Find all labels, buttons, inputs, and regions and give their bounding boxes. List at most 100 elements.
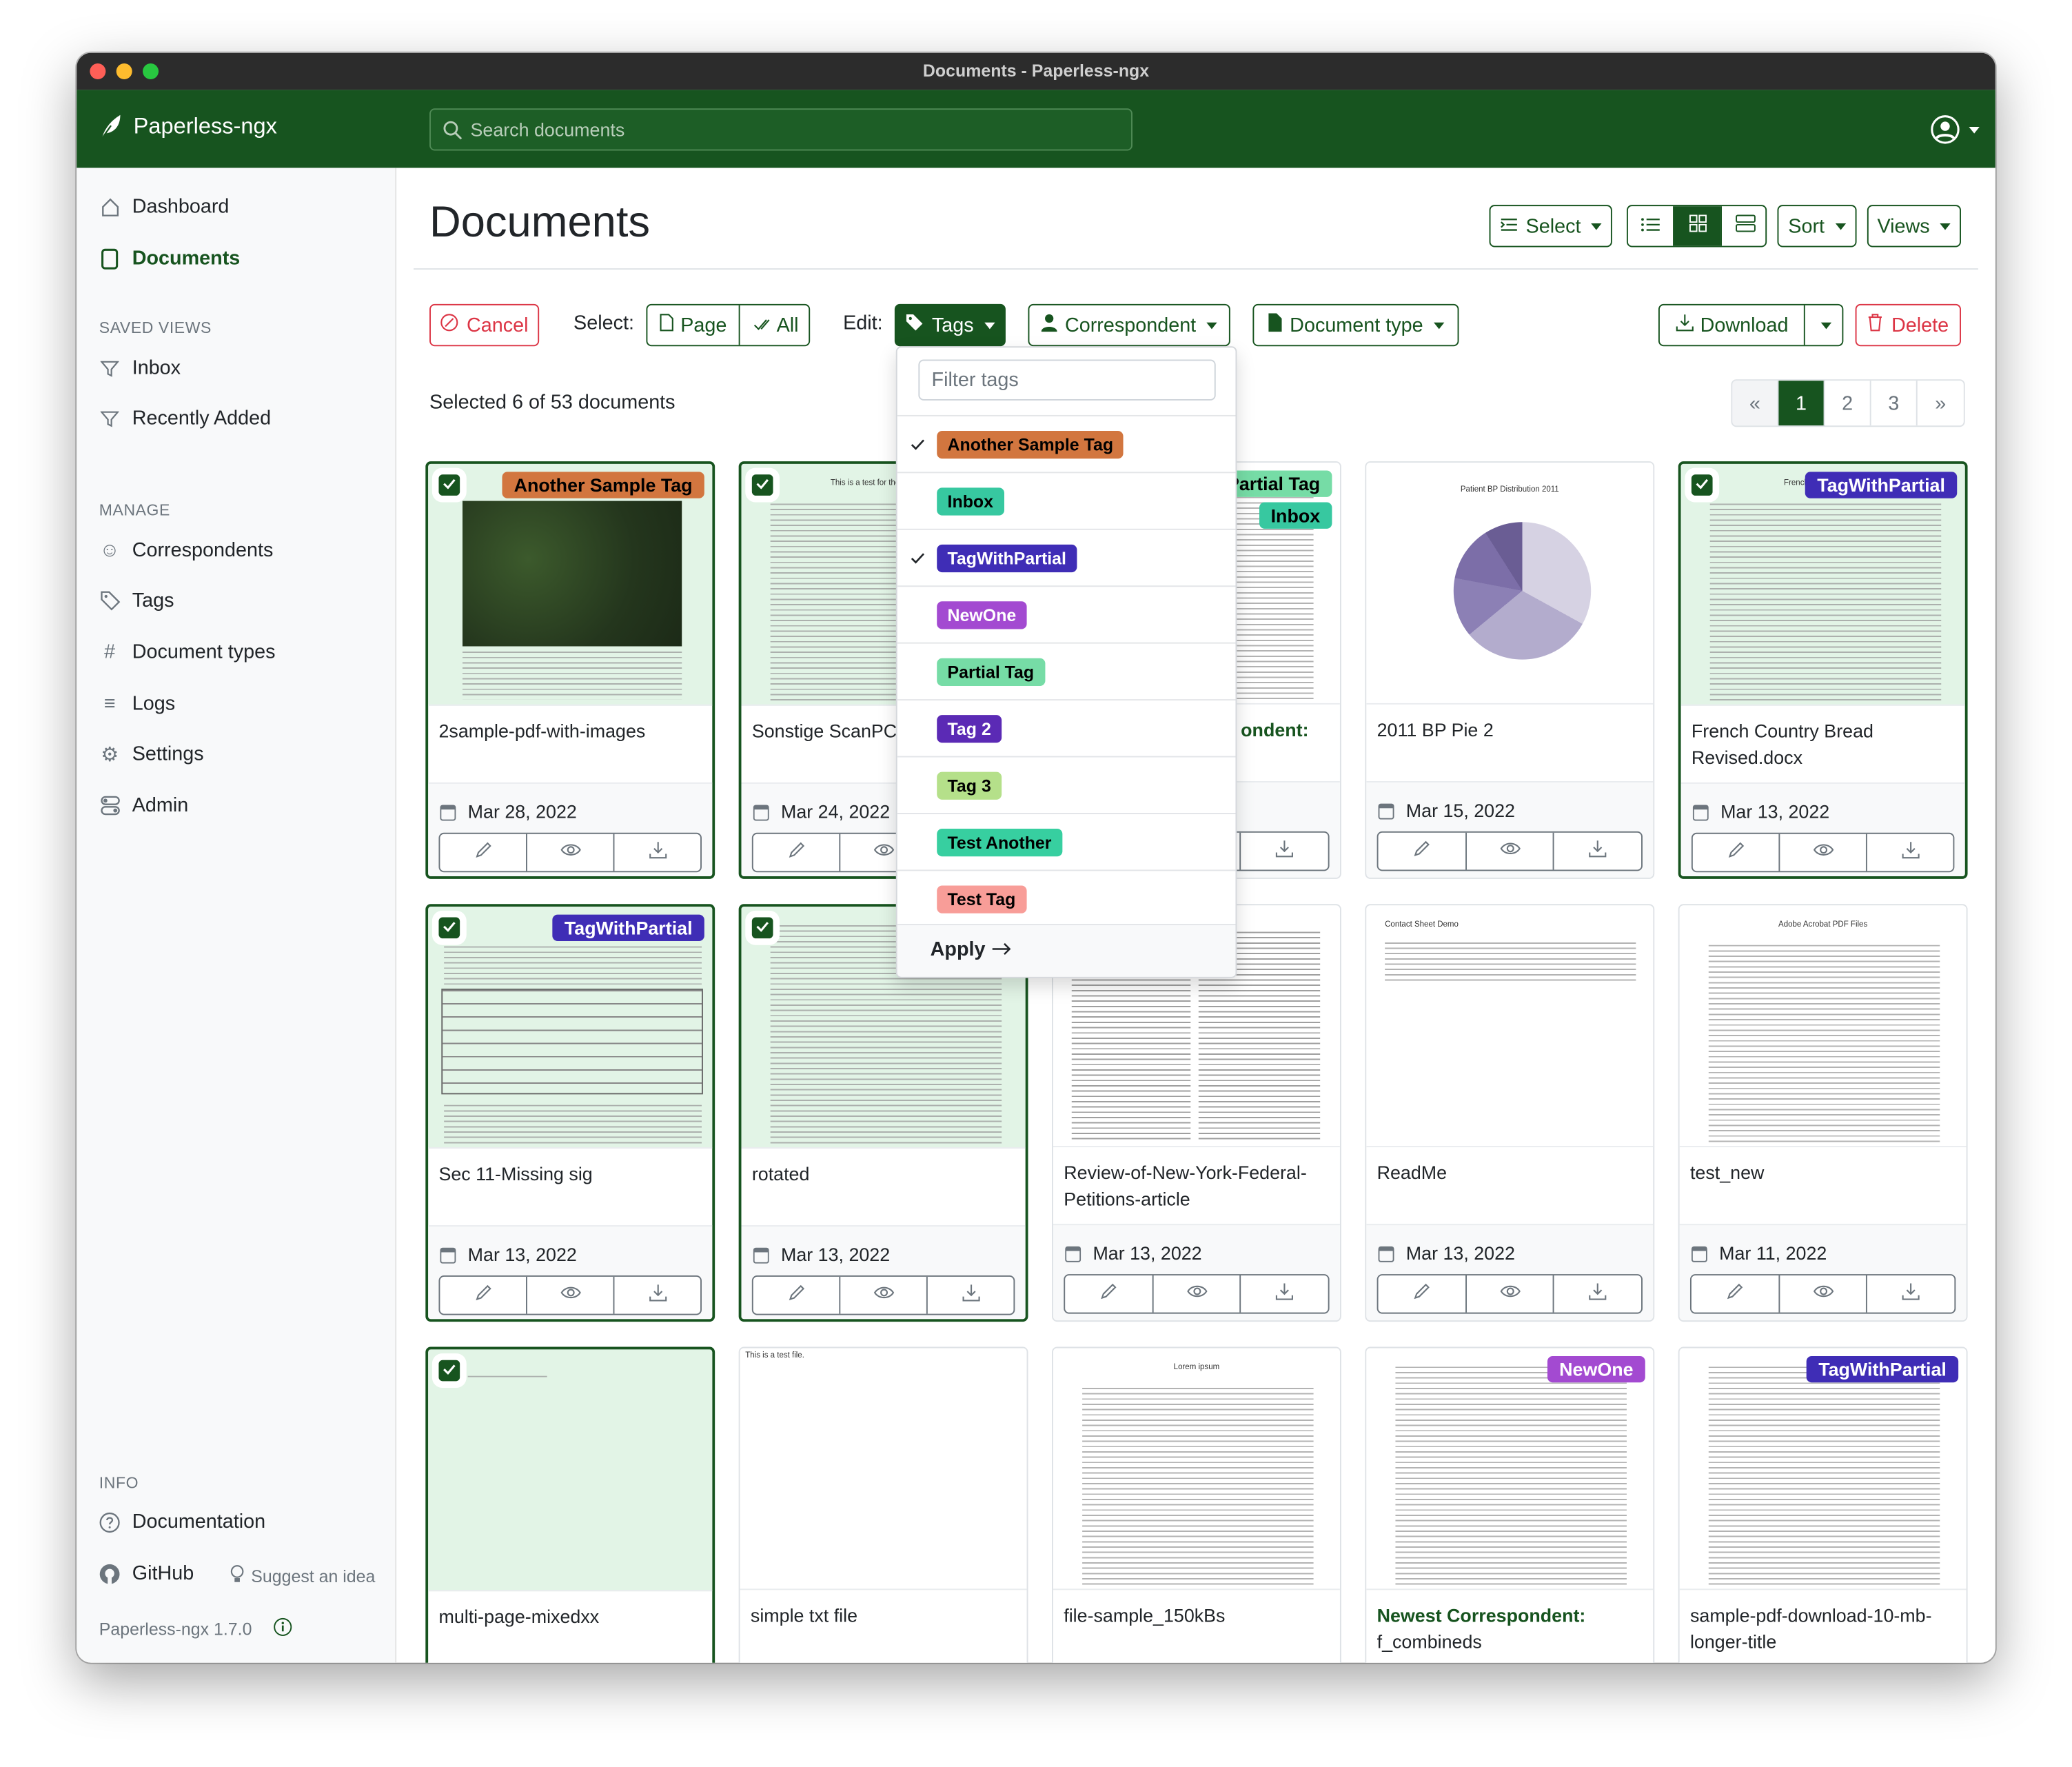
select-dropdown-button[interactable]: Select: [1489, 205, 1612, 248]
sidebar-item-admin[interactable]: Admin: [99, 794, 188, 817]
edit-button[interactable]: [1065, 1275, 1153, 1313]
download-button[interactable]: Download: [1660, 305, 1805, 345]
pagination-prev[interactable]: «: [1732, 381, 1779, 426]
tag-option[interactable]: TagWithPartial: [897, 528, 1236, 585]
document-title[interactable]: Sec 11-Missing sig: [438, 1162, 702, 1187]
edit-button[interactable]: [1693, 834, 1780, 871]
download-options-button[interactable]: [1805, 305, 1842, 345]
document-title[interactable]: multi-page-mixedxx: [438, 1604, 702, 1630]
selected-checkbox[interactable]: [1691, 474, 1713, 496]
tag-badge[interactable]: Inbox: [1259, 502, 1332, 529]
download-document-button[interactable]: [928, 1277, 1014, 1314]
tag-option[interactable]: Tag 2: [897, 699, 1236, 756]
view-large-cards-button[interactable]: [1720, 206, 1765, 246]
download-document-button[interactable]: [1554, 833, 1641, 870]
filter-tags-input[interactable]: Filter tags: [918, 359, 1216, 401]
pagination-page-3[interactable]: 3: [1871, 381, 1918, 426]
document-thumbnail[interactable]: French Country Bread: [1680, 463, 1965, 706]
views-dropdown-button[interactable]: Views: [1867, 205, 1961, 248]
edit-button[interactable]: [753, 1276, 841, 1314]
document-card[interactable]: Lorem ipsum file-sample_150kBs: [1052, 1346, 1341, 1663]
user-menu[interactable]: [1931, 115, 1980, 144]
document-card[interactable]: TagWithPartial sample-pdf-download-10-mb…: [1678, 1346, 1968, 1663]
suggest-idea-link[interactable]: Suggest an idea: [230, 1565, 375, 1588]
tag-badge[interactable]: TagWithPartial: [1805, 472, 1958, 498]
tag-option[interactable]: Test Tag: [897, 869, 1236, 926]
document-title[interactable]: file-sample_150kBs: [1064, 1603, 1329, 1628]
brand-link[interactable]: Paperless-ngx: [99, 114, 277, 140]
download-document-button[interactable]: [614, 1277, 700, 1314]
document-title[interactable]: simple txt file: [751, 1603, 1016, 1628]
tag-option[interactable]: Test Another: [897, 813, 1236, 869]
close-window-button[interactable]: [90, 63, 106, 80]
document-card[interactable]: rotated Mar 13, 2022: [738, 904, 1028, 1322]
sidebar-item-logs[interactable]: ≡ Logs: [99, 693, 175, 716]
preview-button[interactable]: [527, 1276, 615, 1314]
document-thumbnail[interactable]: Patient BP Distribution 2011: [1366, 462, 1654, 705]
download-document-button[interactable]: [1868, 1275, 1955, 1313]
document-type-dropdown-button[interactable]: Document type: [1252, 303, 1459, 347]
tags-dropdown-button[interactable]: Tags: [894, 303, 1006, 347]
preview-button[interactable]: [1466, 1275, 1555, 1313]
tag-badge[interactable]: Another Sample Tag: [502, 472, 704, 498]
document-thumbnail[interactable]: [428, 1349, 713, 1592]
maximize-window-button[interactable]: [143, 63, 159, 80]
sidebar-item-correspondents[interactable]: ☺ Correspondents: [99, 539, 273, 562]
document-thumbnail[interactable]: [1679, 1348, 1967, 1591]
preview-button[interactable]: [1153, 1275, 1241, 1313]
sidebar-item-inbox[interactable]: Inbox: [99, 357, 181, 379]
preview-button[interactable]: [1780, 1275, 1868, 1313]
tag-badge[interactable]: TagWithPartial: [1806, 1355, 1959, 1383]
document-title[interactable]: sample-pdf-download-10-mb-longer-title: [1690, 1603, 1956, 1655]
tag-option[interactable]: Partial Tag: [897, 642, 1236, 699]
document-card[interactable]: TagWithPartial Sec 11-Missing sig Mar 13…: [425, 904, 715, 1322]
document-thumbnail[interactable]: [428, 463, 713, 706]
preview-button[interactable]: [1466, 832, 1555, 870]
minimize-window-button[interactable]: [116, 63, 132, 80]
selected-checkbox[interactable]: [751, 917, 773, 939]
preview-button[interactable]: [840, 1276, 928, 1314]
sidebar-item-document-types[interactable]: # Document types: [99, 641, 275, 664]
edit-button[interactable]: [440, 834, 527, 871]
delete-button[interactable]: Delete: [1855, 303, 1961, 347]
sidebar-item-dashboard[interactable]: Dashboard: [99, 196, 229, 218]
document-card[interactable]: This is a test file. simple txt file: [738, 1346, 1028, 1663]
download-document-button[interactable]: [1554, 1275, 1641, 1313]
pagination-page-2[interactable]: 2: [1825, 381, 1871, 426]
download-document-button[interactable]: [1867, 834, 1953, 871]
document-thumbnail[interactable]: [1366, 1348, 1654, 1591]
view-list-button[interactable]: [1628, 206, 1674, 246]
preview-button[interactable]: [527, 834, 615, 871]
tag-badge[interactable]: TagWithPartial: [552, 914, 704, 941]
pagination-next[interactable]: »: [1935, 392, 1947, 415]
selected-checkbox[interactable]: [438, 917, 460, 939]
document-title[interactable]: 2sample-pdf-with-images: [438, 719, 702, 745]
document-title[interactable]: Review-of-New-York-Federal-Petitions-art…: [1064, 1160, 1329, 1212]
document-thumbnail[interactable]: Adobe Acrobat PDF Files: [1679, 905, 1967, 1148]
document-title[interactable]: ondent:: [1241, 718, 1329, 743]
tag-option[interactable]: Another Sample Tag: [897, 414, 1236, 472]
sidebar-item-tags[interactable]: Tags: [99, 589, 174, 612]
document-card[interactable]: multi-page-mixedxx: [425, 1346, 715, 1663]
edit-button[interactable]: [1692, 1275, 1780, 1313]
edit-button[interactable]: [1379, 832, 1467, 870]
document-title[interactable]: ReadMe: [1377, 1160, 1643, 1186]
preview-button[interactable]: [1780, 834, 1867, 871]
download-document-button[interactable]: [1241, 1275, 1328, 1313]
selected-checkbox[interactable]: [438, 1360, 460, 1382]
selected-checkbox[interactable]: [751, 474, 773, 496]
document-thumbnail[interactable]: [741, 907, 1026, 1149]
document-title[interactable]: Newest Correspondent: f_combineds: [1377, 1603, 1643, 1655]
document-thumbnail[interactable]: [428, 907, 713, 1149]
edit-button[interactable]: [753, 834, 841, 871]
correspondent-name[interactable]: Newest Correspondent:: [1377, 1604, 1586, 1626]
sidebar-item-github[interactable]: GitHub: [99, 1562, 194, 1585]
correspondent-name[interactable]: ondent:: [1241, 718, 1309, 740]
document-thumbnail[interactable]: Lorem ipsum: [1053, 1348, 1340, 1591]
correspondent-dropdown-button[interactable]: Correspondent: [1028, 303, 1230, 347]
download-document-button[interactable]: [1241, 833, 1328, 870]
document-title[interactable]: test_new: [1690, 1160, 1956, 1186]
tag-option[interactable]: NewOne: [897, 585, 1236, 642]
info-circle-icon[interactable]: [273, 1617, 292, 1641]
document-thumbnail[interactable]: Contact Sheet Demo: [1366, 905, 1654, 1148]
